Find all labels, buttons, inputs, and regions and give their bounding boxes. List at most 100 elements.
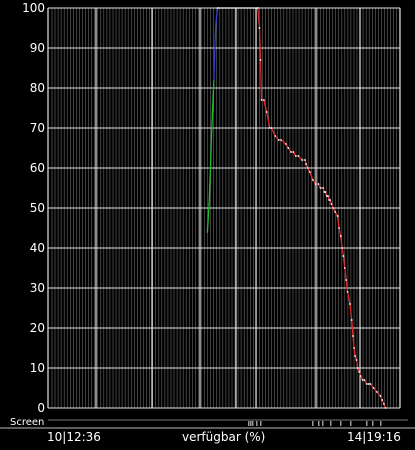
data-point — [376, 391, 378, 393]
data-point — [367, 383, 370, 385]
screen-label: Screen — [10, 417, 45, 428]
data-point — [354, 355, 356, 357]
data-point — [345, 279, 348, 281]
data-point — [358, 371, 361, 373]
data-point — [208, 203, 211, 205]
y-tick-label: 70 — [29, 121, 45, 135]
data-point — [365, 383, 368, 385]
screen-on-marker — [322, 421, 324, 426]
data-point — [285, 143, 287, 145]
data-point — [213, 79, 215, 81]
data-point — [356, 367, 359, 369]
data-point — [306, 167, 309, 169]
data-point — [259, 59, 262, 61]
data-point — [215, 15, 218, 17]
data-point — [312, 179, 314, 181]
y-tick-label: 90 — [29, 41, 45, 55]
screen-on-marker — [318, 421, 320, 426]
data-point — [338, 227, 340, 229]
data-point — [353, 347, 355, 349]
data-point — [372, 387, 375, 389]
screen-state-strip — [0, 419, 415, 429]
screen-on-marker — [260, 421, 262, 426]
data-point — [263, 99, 265, 101]
data-point — [346, 291, 349, 293]
screen-on-marker — [372, 421, 374, 426]
data-point — [260, 99, 263, 101]
screen-on-marker — [248, 421, 250, 426]
axis-title-label: verfügbar (%) — [182, 430, 266, 444]
y-tick-label: 50 — [29, 201, 45, 215]
data-point — [314, 183, 317, 185]
data-point — [319, 187, 322, 189]
data-point — [210, 135, 213, 137]
data-point — [381, 399, 384, 401]
data-point — [317, 183, 320, 185]
data-point — [268, 127, 271, 129]
data-point — [212, 95, 215, 97]
data-point — [384, 407, 387, 409]
data-point — [339, 235, 342, 237]
data-point — [211, 111, 214, 113]
data-point — [350, 319, 353, 321]
data-point — [297, 155, 300, 157]
data-point — [343, 267, 346, 269]
screen-on-marker — [350, 421, 352, 426]
battery-series-line — [213, 7, 219, 81]
data-point — [209, 167, 212, 169]
screen-on-marker — [330, 421, 332, 426]
start-time-label: 10|12:36 — [47, 430, 101, 444]
data-point — [325, 195, 328, 197]
data-point — [215, 23, 217, 25]
data-point — [258, 27, 261, 29]
data-point — [270, 127, 273, 129]
data-point — [352, 335, 354, 337]
y-tick-label: 60 — [29, 161, 45, 175]
data-point — [383, 403, 385, 405]
screen-on-marker — [340, 421, 342, 426]
data-point — [277, 139, 280, 141]
screen-on-marker — [256, 421, 258, 426]
screen-on-marker — [250, 421, 252, 426]
data-point — [334, 211, 337, 213]
data-point — [329, 199, 331, 201]
screen-on-marker — [252, 421, 254, 426]
y-tick-label: 30 — [29, 281, 45, 295]
y-tick-label: 40 — [29, 241, 45, 255]
y-tick-label: 80 — [29, 81, 45, 95]
data-point — [213, 55, 216, 57]
data-point — [327, 195, 329, 197]
data-point — [290, 151, 292, 153]
data-point — [301, 159, 303, 161]
data-point — [369, 383, 372, 385]
data-point — [355, 359, 358, 361]
data-point — [324, 191, 327, 193]
data-point — [332, 207, 335, 209]
screen-on-marker — [312, 421, 314, 426]
data-point — [256, 7, 259, 9]
data-point — [294, 155, 297, 157]
y-tick-label: 10 — [29, 361, 45, 375]
data-point — [363, 379, 366, 381]
series-layer — [206, 7, 387, 409]
end-time-label: 14|19:16 — [347, 430, 401, 444]
data-point — [379, 395, 382, 397]
data-point — [330, 203, 333, 205]
y-tick-label: 0 — [37, 401, 45, 415]
data-point — [341, 247, 343, 249]
data-point — [292, 151, 295, 153]
data-point — [214, 35, 217, 37]
data-point — [206, 231, 209, 233]
data-point — [304, 159, 306, 161]
data-point — [309, 171, 311, 173]
data-point — [322, 187, 325, 189]
data-point — [336, 215, 339, 217]
data-point — [280, 139, 282, 141]
data-point — [216, 7, 219, 9]
data-point — [274, 135, 277, 137]
data-point — [359, 375, 362, 377]
data-point — [361, 379, 364, 381]
data-point — [287, 147, 290, 149]
data-point — [349, 303, 351, 305]
